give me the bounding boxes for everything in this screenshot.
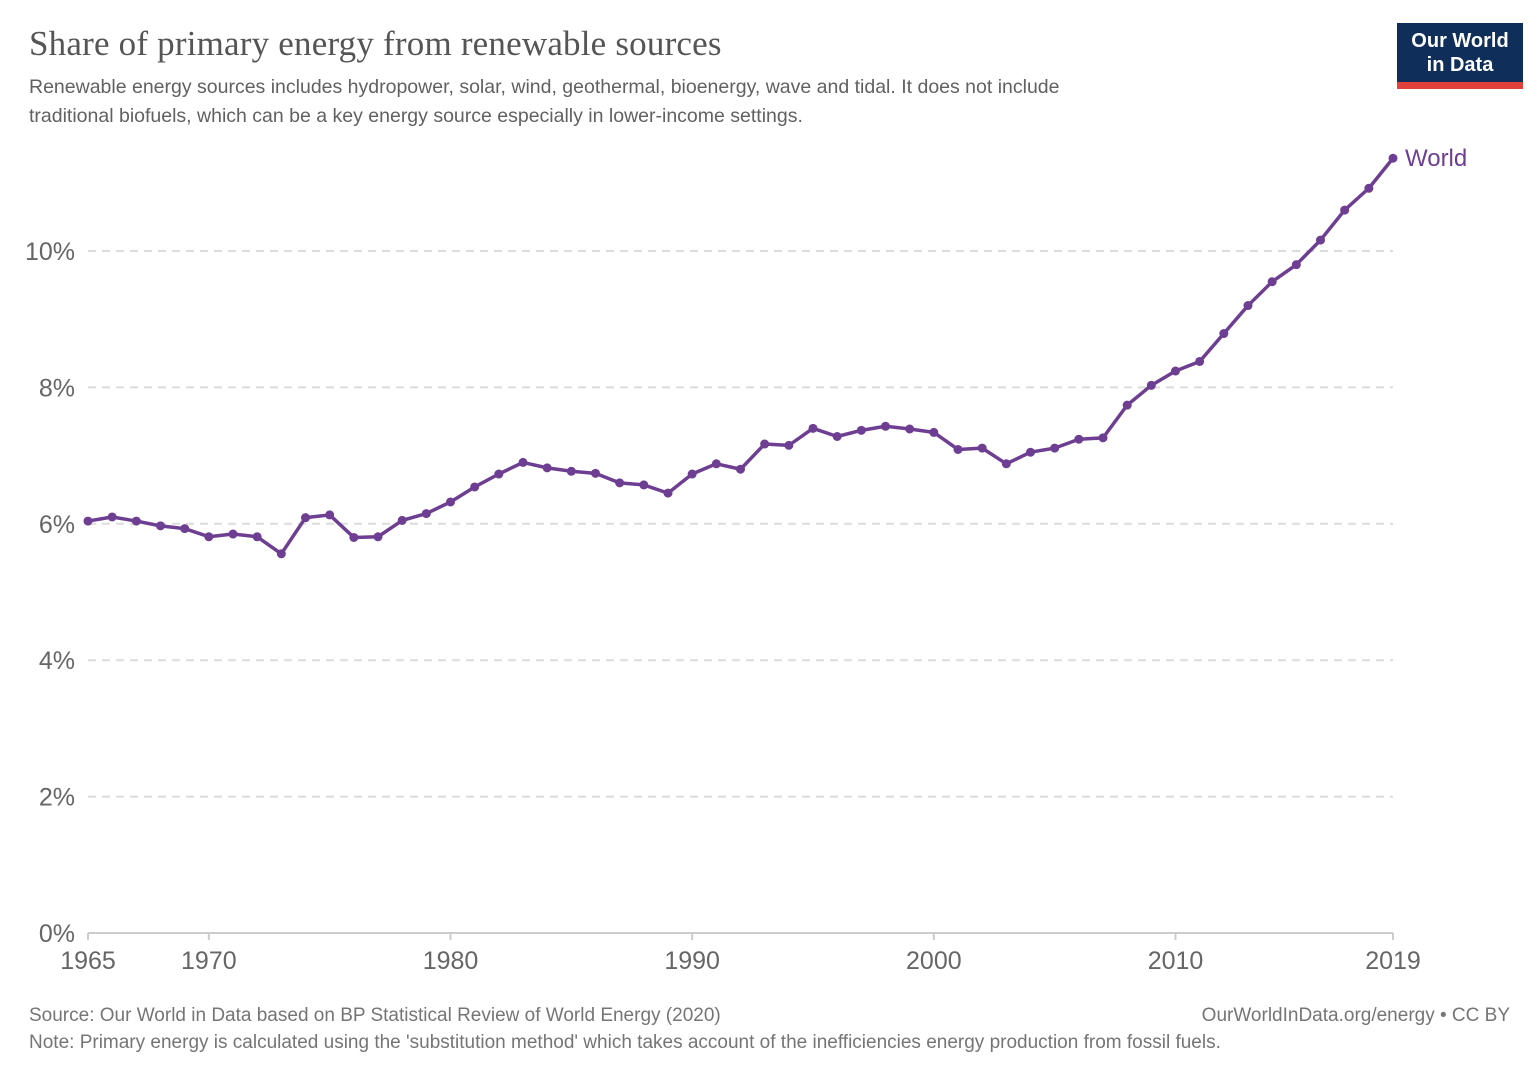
data-point-1973[interactable] bbox=[276, 549, 286, 559]
x-axis-label-1980: 1980 bbox=[423, 947, 479, 975]
data-point-2017[interactable] bbox=[1340, 205, 1350, 215]
y-axis-label-4: 4% bbox=[39, 647, 75, 675]
series-line-world bbox=[86, 156, 1395, 556]
data-point-2009[interactable] bbox=[1146, 380, 1156, 390]
y-axis-label-0: 0% bbox=[39, 920, 75, 948]
x-axis-label-1970: 1970 bbox=[181, 947, 237, 975]
chart-header: Share of primary energy from renewable s… bbox=[29, 24, 1379, 132]
data-point-2007[interactable] bbox=[1098, 433, 1108, 443]
data-point-1967[interactable] bbox=[131, 516, 141, 526]
data-point-1971[interactable] bbox=[228, 529, 238, 539]
data-point-1986[interactable] bbox=[591, 468, 600, 478]
y-axis-label-8: 8% bbox=[39, 374, 75, 402]
data-point-2001[interactable] bbox=[953, 444, 963, 454]
data-point-1981[interactable] bbox=[470, 482, 480, 492]
data-point-1982[interactable] bbox=[494, 469, 504, 479]
data-point-1989[interactable] bbox=[663, 488, 673, 498]
data-point-1997[interactable] bbox=[856, 425, 866, 435]
data-point-2005[interactable] bbox=[1050, 443, 1060, 453]
data-point-2010[interactable] bbox=[1171, 366, 1180, 376]
data-point-1974[interactable] bbox=[301, 513, 310, 523]
data-point-2019[interactable] bbox=[1388, 153, 1398, 163]
data-point-1965[interactable] bbox=[83, 516, 93, 526]
footer-link[interactable]: OurWorldInData.org/energy • CC BY bbox=[1201, 1005, 1510, 1026]
data-point-1979[interactable] bbox=[421, 509, 431, 519]
data-point-1995[interactable] bbox=[808, 423, 818, 433]
x-axis-label-2000: 2000 bbox=[906, 947, 962, 975]
y-axis-label-10: 10% bbox=[25, 238, 75, 266]
data-point-1998[interactable] bbox=[881, 421, 890, 431]
data-point-1985[interactable] bbox=[566, 466, 576, 476]
data-point-1978[interactable] bbox=[397, 515, 407, 525]
data-point-1969[interactable] bbox=[180, 524, 190, 534]
data-point-2003[interactable] bbox=[1001, 459, 1011, 469]
x-axis-label-1965: 1965 bbox=[60, 947, 116, 975]
data-point-1977[interactable] bbox=[373, 532, 383, 542]
data-point-1968[interactable] bbox=[156, 521, 165, 531]
owid-logo[interactable]: Our World in Data bbox=[1397, 23, 1523, 89]
chart-subtitle: Renewable energy sources includes hydrop… bbox=[29, 76, 1060, 128]
data-point-2015[interactable] bbox=[1291, 260, 1301, 270]
y-axis-label-2: 2% bbox=[39, 784, 75, 812]
x-axis-label-2010: 2010 bbox=[1148, 947, 1204, 975]
data-point-2013[interactable] bbox=[1243, 301, 1253, 311]
chart-footer: Source: Our World in Data based on BP St… bbox=[29, 1003, 1510, 1056]
line-chart-plot-area[interactable]: 0% 2% 4% 6% 8% 10% 1965 1970 1980 1990 2000 2010 201… bbox=[0, 0, 1539, 1000]
data-point-2004[interactable] bbox=[1026, 447, 1035, 457]
data-point-1994[interactable] bbox=[784, 440, 794, 450]
source-text: Source: Our World in Data based on BP St… bbox=[29, 1005, 721, 1026]
x-axis-label-2019: 2019 bbox=[1365, 947, 1421, 975]
data-point-2018[interactable] bbox=[1364, 183, 1374, 193]
data-point-1972[interactable] bbox=[252, 532, 262, 542]
x-axis-label-1990: 1990 bbox=[664, 947, 720, 975]
data-point-1984[interactable] bbox=[542, 463, 552, 473]
data-point-1987[interactable] bbox=[615, 478, 625, 488]
data-point-2000[interactable] bbox=[929, 427, 939, 437]
data-point-1976[interactable] bbox=[349, 532, 359, 542]
note-text: Note: Primary energy is calculated using… bbox=[29, 1031, 1221, 1053]
data-point-1996[interactable] bbox=[832, 432, 842, 442]
data-point-1970[interactable] bbox=[204, 532, 214, 542]
data-point-2011[interactable] bbox=[1195, 356, 1205, 366]
data-point-2012[interactable] bbox=[1219, 329, 1229, 339]
owid-logo-text: Our World in Data bbox=[1411, 29, 1509, 76]
data-point-1993[interactable] bbox=[760, 439, 770, 449]
data-point-1991[interactable] bbox=[711, 459, 721, 469]
data-point-1966[interactable] bbox=[107, 512, 117, 522]
data-point-2014[interactable] bbox=[1267, 277, 1277, 287]
chart-title: Share of primary energy from renewable s… bbox=[29, 24, 722, 63]
data-point-2008[interactable] bbox=[1122, 400, 1132, 410]
data-point-1988[interactable] bbox=[639, 480, 649, 490]
y-axis-label-6: 6% bbox=[39, 511, 75, 539]
data-point-1999[interactable] bbox=[905, 424, 915, 434]
data-point-2002[interactable] bbox=[977, 443, 987, 453]
data-point-1980[interactable] bbox=[446, 497, 455, 507]
data-point-1992[interactable] bbox=[736, 464, 745, 474]
data-point-1990[interactable] bbox=[687, 469, 697, 479]
data-point-1975[interactable] bbox=[325, 510, 335, 520]
series-label-world[interactable]: World bbox=[1405, 145, 1467, 172]
data-point-2016[interactable] bbox=[1316, 235, 1325, 245]
data-point-2006[interactable] bbox=[1074, 434, 1084, 444]
data-point-1983[interactable] bbox=[518, 457, 528, 467]
